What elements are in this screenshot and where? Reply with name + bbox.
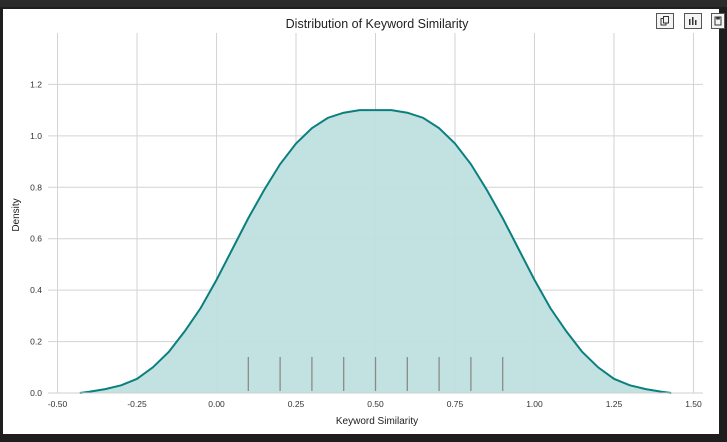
bar-chart-icon [689,17,697,25]
kde-area [79,110,672,393]
y-tick-label: 0.4 [30,285,42,295]
x-tick-label: 1.50 [685,399,702,409]
y-tick-label: 0.8 [30,182,42,192]
save-button[interactable] [711,13,725,29]
x-axis-label: Keyword Similarity [336,416,418,427]
y-tick-label: 0.0 [30,388,42,398]
x-tick-label: 0.75 [447,399,464,409]
copy-button[interactable] [656,13,674,29]
chart-type-button[interactable] [684,13,702,29]
y-tick-label: 1.2 [30,79,42,89]
x-tick-label: 0.50 [367,399,384,409]
x-tick-label: -0.50 [48,399,68,409]
chart-panel: Distribution of Keyword Similarity Keywo… [3,9,719,434]
window-top-strip [0,0,727,7]
y-tick-label: 0.6 [30,234,42,244]
save-icon [714,16,722,26]
x-tick-label: 1.00 [526,399,543,409]
x-tick-label: 1.25 [606,399,623,409]
x-tick-label: -0.25 [127,399,147,409]
kde-chart: Distribution of Keyword Similarity Keywo… [11,17,703,427]
chart-title: Distribution of Keyword Similarity [286,17,469,31]
y-axis-label: Density [11,198,22,231]
x-tick-label: 0.25 [288,399,305,409]
x-tick-label: 0.00 [208,399,225,409]
y-tick-label: 1.0 [30,131,42,141]
y-tick-label: 0.2 [30,337,42,347]
copy-icon [660,16,669,26]
kde-line [79,109,672,394]
